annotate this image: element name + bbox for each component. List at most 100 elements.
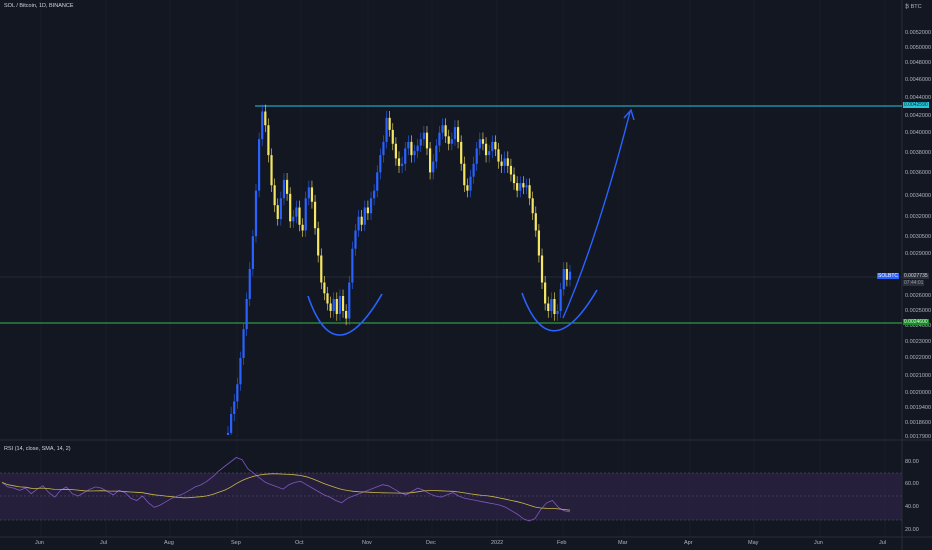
left-cup-drawing[interactable]: [307, 293, 383, 336]
rsi-tick-label: 80.00: [905, 459, 919, 465]
candle-body: [484, 143, 488, 156]
candle-body: [239, 358, 242, 385]
rsi-ma-line: [1, 473, 571, 511]
price-tick-label: 0.0050000: [905, 45, 931, 51]
candle-body: [251, 236, 254, 269]
candle-body: [307, 187, 310, 199]
candle-body: [428, 148, 432, 173]
candle-body: [550, 299, 553, 311]
candle-body: [435, 145, 438, 162]
symbol-title[interactable]: SOL / Bitcoin, 1D, BINANCE: [4, 3, 74, 9]
candle-body: [289, 193, 292, 222]
time-tick-label: Jun: [35, 540, 44, 546]
right-cup-drawing[interactable]: [521, 289, 598, 332]
rsi-tick-label: 20.00: [905, 527, 919, 533]
candle-body: [509, 165, 513, 175]
candle-body: [379, 155, 382, 173]
candle-body: [475, 148, 478, 164]
candle-body: [500, 161, 503, 166]
rsi-band: [0, 473, 902, 520]
price-tick-label: 0.0046000: [905, 77, 931, 83]
candle-body: [460, 141, 463, 164]
candle-body: [323, 282, 326, 294]
time-tick-label: Jul: [879, 540, 887, 546]
candle-body: [230, 414, 233, 433]
candle-body: [348, 282, 351, 319]
candle-body: [338, 296, 342, 314]
candle-body: [254, 190, 258, 237]
candle-body: [568, 271, 572, 280]
price-tick-label: 0.0052000: [905, 30, 931, 36]
candle-body: [565, 269, 568, 280]
support-price-tag: 0.0024600: [903, 319, 929, 325]
candle-body: [497, 149, 500, 162]
candle-body: [397, 158, 401, 166]
candle-body: [419, 139, 422, 146]
countdown-tag: 07:44:01: [903, 280, 925, 286]
breakout-arrow[interactable]: [562, 111, 631, 319]
price-tick-label: 0.0030500: [905, 234, 931, 240]
candle-body: [295, 207, 298, 217]
rsi-line: [1, 457, 571, 522]
time-tick-label: Jun: [814, 540, 823, 546]
candle-body: [522, 183, 525, 188]
candle-body: [540, 255, 544, 283]
candle-body: [313, 201, 317, 229]
candle-body: [273, 185, 276, 206]
candle-body: [469, 176, 472, 191]
candle-body: [236, 384, 239, 402]
time-tick-label: Feb: [557, 540, 567, 546]
time-tick-label: Sep: [231, 540, 241, 546]
time-tick-label: 2022: [491, 540, 504, 546]
price-tick-label: 0.0019400: [905, 405, 931, 411]
candle-body: [425, 132, 429, 149]
candle-body: [335, 299, 338, 314]
candle-body: [559, 289, 562, 311]
candle-body: [528, 185, 531, 199]
candle-body: [270, 155, 273, 186]
last-price-tag: 0.0027735: [903, 273, 929, 279]
candle-body: [503, 158, 506, 166]
candle-body: [562, 269, 565, 290]
candle-body: [466, 185, 469, 191]
candle-body: [453, 127, 457, 140]
candle-body: [416, 145, 419, 152]
price-tick-label: 0.0040000: [905, 130, 931, 136]
price-tick-label: 0.0048000: [905, 60, 931, 66]
candle-body: [329, 303, 332, 311]
candle-body: [310, 187, 314, 202]
candle-body: [531, 198, 534, 214]
candle-body: [282, 179, 286, 199]
candle-body: [363, 207, 366, 225]
candle-body: [534, 213, 537, 231]
candle-body: [438, 132, 441, 146]
candle-body: [376, 172, 379, 191]
price-tick-label: 0.0026000: [905, 293, 931, 299]
chart-grid: [40, 0, 886, 537]
candle-body: [407, 141, 410, 149]
price-tick-label: 0.0042000: [905, 113, 931, 119]
candle-body: [456, 127, 460, 142]
candle-body: [257, 139, 261, 191]
candle-body: [360, 216, 363, 225]
candle-body: [463, 163, 466, 186]
candle-body: [292, 216, 295, 222]
candle-body: [304, 198, 307, 231]
price-tick-label: 0.0036000: [905, 170, 931, 176]
candle-body: [404, 148, 407, 164]
candle-body: [506, 158, 509, 166]
candle-body: [544, 282, 547, 304]
rsi-title[interactable]: RSI (14, close, SMA, 14, 2): [4, 446, 71, 452]
time-tick-label: Jul: [100, 540, 108, 546]
symbol-tag: SOLBTC: [877, 273, 900, 279]
candle-body: [261, 111, 264, 140]
candle-body: [547, 303, 550, 311]
time-tick-label: Aug: [164, 540, 174, 546]
price-tick-label: 0.0044000: [905, 95, 931, 101]
candle-body: [394, 143, 397, 159]
candle-body: [345, 311, 348, 319]
price-tick-label: 0.0022000: [905, 355, 931, 361]
candle-body: [401, 163, 404, 166]
candle-body: [267, 125, 270, 156]
